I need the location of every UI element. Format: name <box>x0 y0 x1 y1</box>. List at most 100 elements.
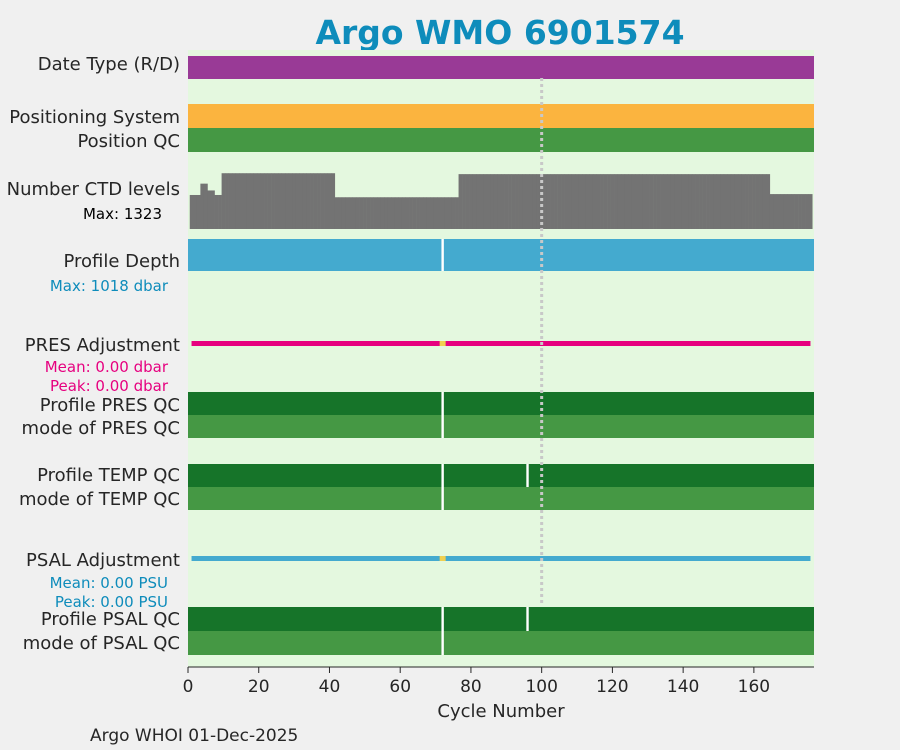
ctd-bar-cycle-120 <box>610 174 615 229</box>
ctd-bar-cycle-151 <box>720 174 725 229</box>
ctd-bar-cycle-24 <box>271 173 275 229</box>
x-axis-label: Cycle Number <box>437 701 565 722</box>
row-label-mode-temp-qc: mode of TEMP QC <box>19 489 180 510</box>
ctd-bar-cycle-119 <box>607 174 611 229</box>
ctd-bar-cycle-72 <box>440 197 445 229</box>
ctd-bar-cycle-83 <box>479 174 484 229</box>
ctd-bar-cycle-98 <box>532 174 537 229</box>
position-qc-band <box>188 128 814 152</box>
ctd-bar-cycle-81 <box>472 174 477 229</box>
ctd-bar-cycle-54 <box>377 197 382 229</box>
ctd-bar-cycle-27 <box>281 173 286 229</box>
ctd-bar-cycle-159 <box>748 174 753 229</box>
ctd-bar-cycle-161 <box>755 174 760 229</box>
row-label-date-type: Date Type (R/D) <box>38 54 180 75</box>
ctd-bar-cycle-135 <box>663 174 668 229</box>
ctd-bar-cycle-43 <box>338 197 343 229</box>
psal-adj-peak-label: Peak: 0.00 PSU <box>55 593 168 611</box>
mode-pres-qc-band <box>188 415 814 438</box>
ctd-bar-cycle-149 <box>713 174 718 229</box>
mode-temp-qc-band <box>188 487 814 510</box>
profile-pres-qc-gap-cycle-72 <box>441 392 444 415</box>
ctd-bar-cycle-23 <box>267 173 272 229</box>
pres-adj-mean-label: Mean: 0.00 dbar <box>45 358 169 376</box>
x-tick-label-0: 0 <box>183 677 194 697</box>
ctd-bar-cycle-92 <box>511 174 516 229</box>
ctd-bar-cycle-132 <box>653 174 657 229</box>
ctd-bar-cycle-108 <box>568 174 573 229</box>
ctd-bar-cycle-13 <box>232 173 237 229</box>
ctd-bar-cycle-39 <box>324 173 329 229</box>
ctd-bar-cycle-68 <box>426 197 431 229</box>
ctd-bar-cycle-8 <box>214 194 219 229</box>
ctd-bar-cycle-3 <box>196 194 201 229</box>
ctd-bar-cycle-7 <box>210 190 215 229</box>
profile-temp-qc-gap-cycle-96 <box>526 464 529 487</box>
ctd-bar-cycle-174 <box>801 194 806 229</box>
x-tick-label-120: 120 <box>596 677 628 697</box>
ctd-bar-cycle-16 <box>242 173 247 229</box>
ctd-bar-cycle-6 <box>207 190 212 229</box>
ctd-bar-cycle-57 <box>387 197 392 229</box>
ctd-bar-cycle-35 <box>310 173 314 229</box>
ctd-bar-cycle-164 <box>766 174 771 229</box>
ctd-bar-cycle-47 <box>352 197 357 229</box>
depth-max-label: Max: 1018 dbar <box>50 277 169 295</box>
ctd-bar-cycle-30 <box>292 173 297 229</box>
ctd-bar-cycle-75 <box>451 197 456 229</box>
psal-adjustment-missing-cycle-72 <box>439 556 446 561</box>
ctd-bar-cycle-32 <box>299 173 304 229</box>
x-axis-ticks: 0 20 40 60 80 100 120 140 160 <box>183 667 770 697</box>
ctd-bar-cycle-97 <box>529 174 534 229</box>
ctd-bar-cycle-9 <box>218 194 222 229</box>
psal-adjustment-line <box>191 556 811 561</box>
ctd-bar-cycle-17 <box>246 173 251 229</box>
ctd-bar-cycle-40 <box>327 173 332 229</box>
ctd-bar-cycle-124 <box>624 174 629 229</box>
positioning-system-band <box>188 104 814 128</box>
row-label-pres-adjustment: PRES Adjustment <box>25 335 180 356</box>
ctd-bar-cycle-79 <box>465 174 470 229</box>
ctd-bar-cycle-19 <box>253 173 258 229</box>
x-tick-label-40: 40 <box>319 677 341 697</box>
row-label-positioning-system: Positioning System <box>9 107 180 128</box>
profile-depth-gap-cycle-72 <box>441 239 444 271</box>
ctd-bar-cycle-117 <box>600 174 604 229</box>
ctd-bar-cycle-44 <box>341 197 346 229</box>
mode-psal-qc-band <box>188 631 814 655</box>
ctd-bar-cycle-116 <box>596 174 601 229</box>
ctd-bar-cycle-78 <box>462 174 466 229</box>
row-label-psal-adjustment: PSAL Adjustment <box>26 550 180 571</box>
ctd-bar-cycle-129 <box>642 174 647 229</box>
x-tick-label-20: 20 <box>248 677 270 697</box>
ctd-bar-cycle-145 <box>699 174 703 229</box>
ctd-bar-cycle-89 <box>501 174 505 229</box>
ctd-bar-cycle-80 <box>469 174 474 229</box>
row-label-ctd-levels: Number CTD levels <box>7 179 180 200</box>
ctd-bar-cycle-127 <box>635 174 640 229</box>
ctd-bar-cycle-5 <box>203 183 208 229</box>
ctd-bar-cycle-66 <box>419 197 424 229</box>
ctd-bar-cycle-110 <box>575 174 580 229</box>
ctd-bar-cycle-160 <box>752 174 756 229</box>
ctd-bar-cycle-62 <box>405 197 410 229</box>
ctd-bar-cycle-34 <box>306 173 311 229</box>
ctd-bar-cycle-11 <box>225 173 229 229</box>
ctd-bar-cycle-128 <box>638 174 643 229</box>
ctd-bar-cycle-1 <box>189 194 194 229</box>
ctd-bar-cycle-152 <box>723 174 728 229</box>
x-tick-label-100: 100 <box>525 677 557 697</box>
ctd-bar-cycle-163 <box>762 174 767 229</box>
ctd-bar-cycle-38 <box>320 173 325 229</box>
ctd-max-label: Max: 1323 <box>83 205 162 223</box>
ctd-bar-cycle-137 <box>670 174 675 229</box>
psal-adj-mean-label: Mean: 0.00 PSU <box>50 574 168 592</box>
ctd-bar-cycle-15 <box>239 173 244 229</box>
ctd-bar-cycle-77 <box>458 174 463 229</box>
x-tick-label-80: 80 <box>460 677 482 697</box>
row-label-position-qc: Position QC <box>77 131 180 152</box>
ctd-bar-cycle-56 <box>384 197 389 229</box>
ctd-bar-cycle-136 <box>667 174 672 229</box>
ctd-bar-cycle-103 <box>550 174 555 229</box>
ctd-bar-cycle-25 <box>274 173 279 229</box>
